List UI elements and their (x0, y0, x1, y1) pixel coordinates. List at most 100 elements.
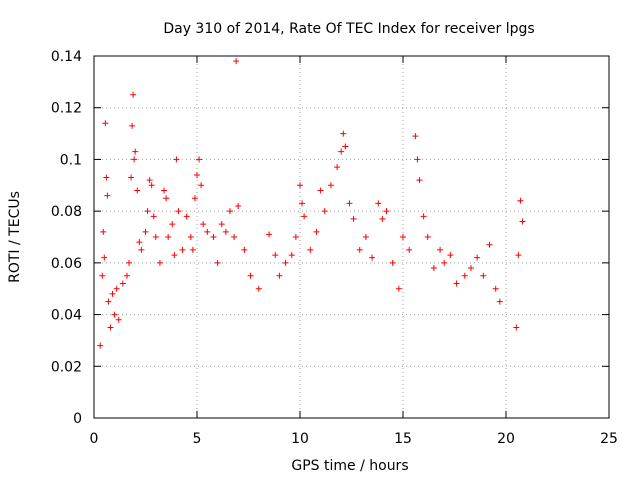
data-point (119, 280, 126, 287)
x-tick-label: 25 (600, 431, 618, 447)
data-point (187, 234, 194, 240)
data-point (334, 164, 341, 171)
x-tick-label: 15 (394, 431, 412, 447)
data-point (194, 171, 200, 178)
data-point (321, 208, 328, 215)
y-tick-label: 0.02 (51, 359, 82, 375)
chart-title: Day 310 of 2014, Rate Of TEC Index for r… (163, 21, 534, 37)
data-point (299, 200, 306, 207)
data-point (134, 187, 141, 194)
data-point (412, 133, 419, 140)
data-point (400, 234, 406, 240)
data-point (128, 174, 135, 181)
data-point (235, 202, 242, 209)
data-point (327, 182, 334, 189)
data-point (231, 234, 238, 240)
data-point (424, 234, 431, 240)
data-point (129, 122, 136, 129)
data-point (338, 148, 345, 155)
data-point (266, 231, 273, 238)
y-tick-label: 0 (73, 411, 82, 427)
data-point (132, 148, 139, 155)
data-point (513, 324, 520, 331)
data-point (126, 259, 133, 266)
data-point (492, 285, 499, 292)
x-tick-label: 5 (193, 431, 202, 447)
data-point (214, 259, 221, 266)
data-point (130, 91, 137, 98)
data-point (175, 208, 182, 215)
data-point (241, 246, 248, 253)
data-point (515, 252, 522, 259)
data-point (152, 234, 159, 240)
data-point (183, 213, 190, 220)
data-point (179, 246, 186, 253)
data-point (233, 58, 240, 65)
data-point (375, 200, 382, 207)
data-point (395, 285, 402, 292)
data-point (161, 187, 168, 194)
data-point (461, 272, 468, 279)
y-tick-label: 0.14 (51, 49, 82, 65)
data-point (171, 252, 178, 259)
data-point (123, 272, 130, 279)
data-point (104, 192, 111, 199)
data-point (191, 195, 198, 202)
data-point (406, 246, 413, 253)
data-point (150, 213, 157, 220)
x-tick-label: 0 (90, 431, 99, 447)
data-point (101, 254, 108, 261)
x-tick-label: 20 (497, 431, 515, 447)
data-point (109, 290, 116, 297)
y-axis-label: ROTI / TECUs (7, 191, 23, 283)
data-point (430, 265, 437, 272)
data-point (340, 130, 347, 137)
data-point (447, 252, 454, 259)
data-point (198, 182, 205, 189)
data-point (379, 215, 386, 222)
data-point (156, 259, 163, 266)
y-tick-label: 0.08 (51, 204, 82, 220)
y-tick-label: 0.06 (51, 256, 82, 272)
data-point (313, 228, 320, 235)
data-point (362, 234, 369, 240)
data-point (480, 272, 487, 279)
plot-frame (93, 55, 610, 419)
data-point (100, 228, 107, 235)
data-point (210, 234, 217, 240)
data-point (369, 254, 376, 261)
data-point (218, 221, 225, 228)
data-point (115, 316, 122, 323)
data-point (356, 246, 363, 253)
data-point (467, 265, 474, 272)
x-tick-label: 10 (291, 431, 309, 447)
data-point (222, 228, 229, 235)
data-point (346, 200, 353, 207)
data-point (169, 221, 176, 228)
data-point (307, 246, 314, 253)
data-point (276, 272, 283, 279)
data-point (389, 259, 396, 266)
data-points (97, 58, 526, 349)
data-point (97, 342, 104, 349)
data-point (414, 156, 421, 163)
data-point (138, 246, 145, 253)
data-point (111, 311, 118, 318)
data-point (517, 197, 524, 204)
data-point (420, 213, 427, 220)
data-point (282, 259, 289, 266)
data-point (102, 120, 109, 127)
data-point (474, 254, 481, 261)
data-point (383, 208, 390, 215)
data-point (288, 252, 295, 259)
data-point (113, 285, 120, 292)
data-point (350, 215, 357, 222)
data-point (146, 177, 153, 184)
data-point (103, 174, 110, 181)
y-tick-label: 0.12 (51, 101, 82, 117)
axis-ticks (93, 55, 610, 419)
x-tick-labels: 0 5 10 15 20 25 (90, 431, 618, 447)
data-point (272, 252, 279, 259)
data-point (317, 187, 324, 194)
data-point (292, 234, 299, 240)
